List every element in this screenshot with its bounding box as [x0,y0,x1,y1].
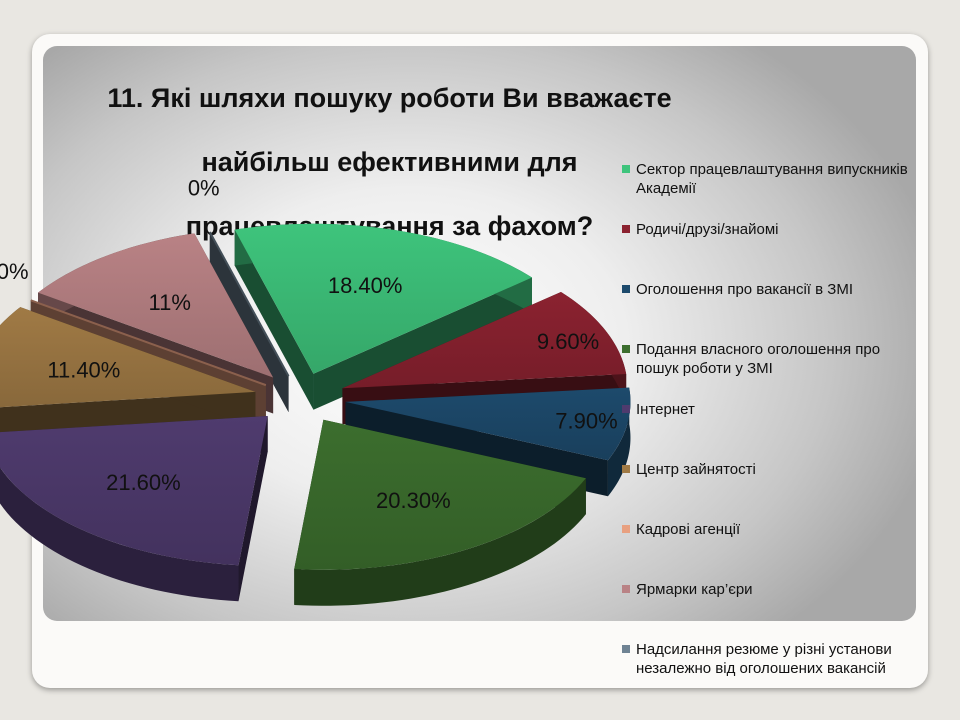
legend-item: Інтернет [622,400,912,419]
slice-wall [209,231,289,413]
legend-label: Подання власного оголошення про пошук ро… [636,341,881,377]
legend-label: Оголошення про вакансії в ЗМІ [636,281,853,298]
data-label: 11% [149,290,191,315]
pie-tops [0,223,631,570]
legend-label: Кадрові агенції [636,521,741,538]
legend-item: Надсилання резюме у різні установи незал… [622,640,912,678]
pie-slice [0,415,268,566]
data-label: 18.40% [328,273,403,298]
slice-wall [313,277,532,410]
legend-swatch [622,345,630,353]
pie-slice [208,231,290,377]
legend-label: Інтернет [636,401,695,418]
legend-swatch [622,225,630,233]
slice-wall [234,229,314,410]
pie-slice [345,387,631,461]
legend-label: Сектор працевлаштування випускників Акад… [636,161,908,197]
legend-item: Оголошення про вакансії в ЗМІ [622,280,912,299]
pie-slice [234,223,532,374]
title-line: найбільш ефективними для [201,147,578,177]
legend-swatch [622,165,630,173]
slice-rim [294,478,586,606]
data-label: 0% [188,175,220,200]
legend-label: Надсилання резюме у різні установи незал… [636,641,892,677]
legend-swatch [622,525,630,533]
legend-item: Ярмарки кар’єри [622,580,912,599]
pie-slice [342,291,627,389]
title-line: 11. Які шляхи пошуку роботи Ви вважаєте [107,83,672,113]
legend-label: Ярмарки кар’єри [636,581,753,598]
slice-wall [238,415,268,602]
data-label: 9.60% [537,329,599,354]
legend-swatch [622,585,630,593]
pie-slice [30,299,267,387]
legend-item: Центр зайнятості [622,460,912,479]
pie-labels: 18.40% 9.60% 7.90% 20.30% 21.60% 11.40% 0% 11% 0… [0,175,618,512]
data-label: 0% [0,259,29,284]
legend-label: Родичі/друзі/знайомі [636,221,779,238]
legend-item: Кадрові агенції [622,520,912,539]
legend-item: Родичі/друзі/знайомі [622,220,912,239]
slice-rim [0,467,239,602]
pie-slice [294,419,586,570]
pie-slice [38,233,274,378]
data-label: 21.60% [106,470,181,495]
data-label: 11.40% [47,357,120,382]
legend-swatch [622,405,630,413]
data-label: 20.30% [376,488,451,513]
pie-slice [0,307,256,408]
legend-label: Центр зайнятості [636,461,756,478]
slice-rim [607,387,631,497]
legend-item: Сектор працевлаштування випускників Акад… [622,160,912,198]
legend-swatch [622,465,630,473]
data-label: 7.90% [555,409,617,434]
legend-swatch [622,285,630,293]
legend-item: Подання власного оголошення про пошук ро… [622,340,912,378]
slice-side [209,231,289,413]
legend-swatch [622,645,630,653]
